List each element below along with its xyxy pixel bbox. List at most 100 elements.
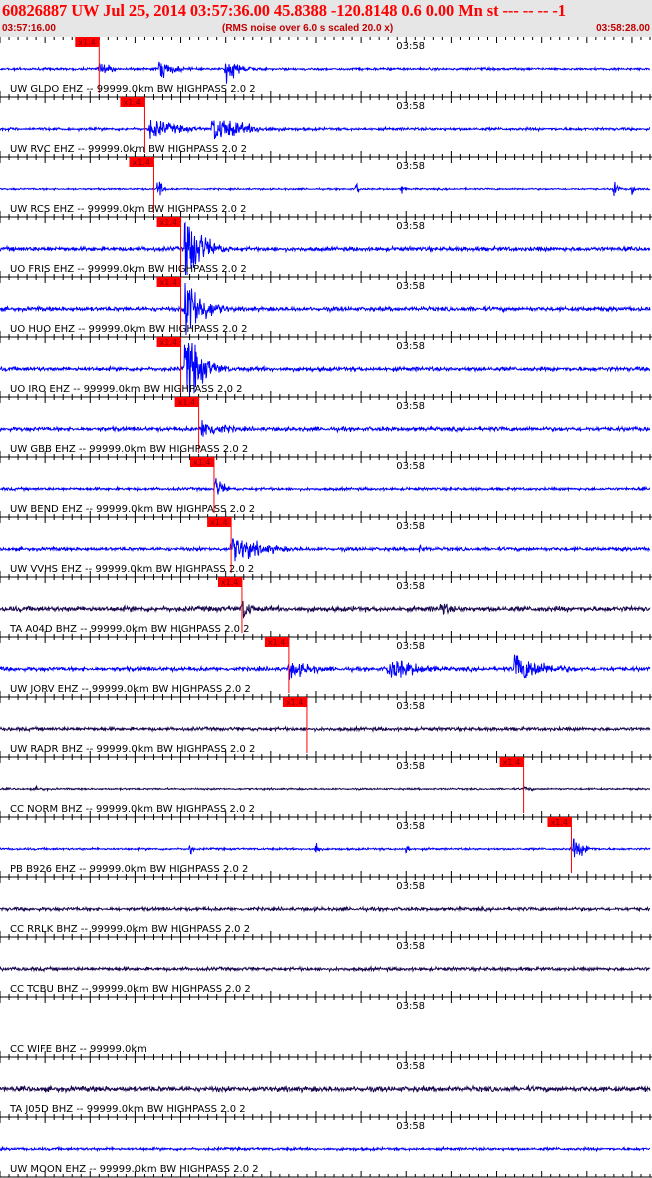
pick-label: x1.4 bbox=[193, 458, 210, 467]
pick-label: x1.4 bbox=[268, 638, 285, 647]
pick-label: x1.4 bbox=[160, 278, 177, 287]
time-tick-label: 03:58 bbox=[396, 221, 425, 232]
trace-panel: 03:58 x1.4 UW JORV EHZ -- 99999.0km BW HIG… bbox=[0, 637, 652, 698]
pick-flag bbox=[217, 577, 242, 587]
trace-panel: 03:58 x1.4 PB B926 EHZ -- 99999.0km BW HIG… bbox=[0, 817, 652, 878]
time-tick-label: 03:58 bbox=[396, 881, 425, 892]
pick-flag bbox=[264, 637, 289, 647]
waveform-trace bbox=[0, 724, 651, 733]
event-title: 60826887 UW Jul 25, 2014 03:57:36.00 45.… bbox=[2, 1, 566, 20]
time-tick-label: 03:58 bbox=[396, 701, 425, 712]
waveform-trace bbox=[0, 538, 651, 562]
pick-flag bbox=[75, 37, 100, 47]
waveform-trace bbox=[0, 1083, 651, 1094]
pick-label: x1.4 bbox=[503, 758, 520, 767]
pick-flag bbox=[129, 157, 154, 167]
station-label: UW RCS EHZ -- 99999.0km BW HIGHPASS 2.0 … bbox=[10, 204, 247, 215]
waveform-trace bbox=[0, 221, 651, 276]
waveform-trace bbox=[0, 784, 651, 793]
pick-flag bbox=[120, 97, 145, 107]
trace-panel: 03:58 x1.4 UW BEND EHZ -- 99999.0km BW HIG… bbox=[0, 457, 652, 518]
station-label: UW BEND EHZ -- 99999.0km BW HIGHPASS 2.0… bbox=[10, 504, 255, 515]
pick-flag bbox=[207, 517, 232, 527]
pick-label: x1.4 bbox=[210, 518, 227, 527]
station-label: UW JORV EHZ -- 99999.0km BW HIGHPASS 2.0… bbox=[10, 684, 251, 695]
time-tick-label: 03:58 bbox=[396, 821, 425, 832]
trace-panel: 03:58 x1.4 UO FRIS EHZ -- 99999.0km BW HIG… bbox=[0, 217, 652, 278]
waveform-trace bbox=[0, 61, 651, 84]
pick-flag bbox=[156, 277, 181, 287]
seismogram-plot: 03:58 x1.4 UW GLDO EHZ -- 99999.0km BW HIG… bbox=[0, 37, 652, 1178]
waveform-trace bbox=[0, 964, 651, 973]
trace-panel: 03:58 CC RRLK BHZ -- 99999.0km BW HIGHPAS… bbox=[0, 877, 652, 938]
trace-panel: 03:58 x1.4 UW GLDO EHZ -- 99999.0km BW HIG… bbox=[0, 37, 652, 98]
waveform-trace bbox=[0, 420, 651, 437]
time-tick-label: 03:58 bbox=[396, 1061, 425, 1072]
pick-label: x1.4 bbox=[160, 218, 177, 227]
trace-panel: 03:58 TA J05D BHZ -- 99999.0km BW HIGHPAS… bbox=[0, 1057, 652, 1118]
pick-flag bbox=[174, 397, 199, 407]
trace-panel: 03:58 x1.4 CC NORM BHZ -- 99999.0km BW HIG… bbox=[0, 757, 652, 818]
start-time-label: 03:57:16.00 bbox=[2, 23, 56, 34]
waveform-trace bbox=[0, 181, 651, 197]
waveform-trace bbox=[0, 838, 651, 858]
time-tick-label: 03:58 bbox=[396, 761, 425, 772]
station-label: UW GLDO EHZ -- 99999.0km BW HIGHPASS 2.0… bbox=[10, 84, 256, 95]
pick-label: x1.4 bbox=[132, 158, 149, 167]
trace-panel: 03:58 UW MOON EHZ -- 99999.0km BW HIGHPAS… bbox=[0, 1117, 652, 1178]
station-label: UO HUO EHZ -- 99999.0km BW HIGHPASS 2.0 … bbox=[10, 324, 247, 335]
pick-flag bbox=[189, 457, 214, 467]
station-label: CC WIFE BHZ -- 99999.0km bbox=[10, 1044, 147, 1055]
time-tick-label: 03:58 bbox=[396, 341, 425, 352]
time-tick-label: 03:58 bbox=[396, 461, 425, 472]
time-tick-label: 03:58 bbox=[396, 41, 425, 52]
station-label: UW RVC EHZ -- 99999.0km BW HIGHPASS 2.0 … bbox=[10, 144, 247, 155]
time-tick-label: 03:58 bbox=[396, 1001, 425, 1012]
trace-panel: 03:58 CC TCBU BHZ -- 99999.0km BW HIGHPAS… bbox=[0, 937, 652, 998]
trace-panel: 03:58 x1.4 UO HUO EHZ -- 99999.0km BW HIGH… bbox=[0, 277, 652, 338]
station-label: UW RADR BHZ -- 99999.0km BW HIGHPASS 2.0… bbox=[10, 744, 255, 755]
station-label: TA J05D BHZ -- 99999.0km BW HIGHPASS 2.0… bbox=[9, 1104, 246, 1115]
pick-label: x1.4 bbox=[78, 38, 95, 47]
waveform-trace bbox=[0, 342, 651, 396]
rms-note: (RMS noise over 6.0 s scaled 20.0 x) bbox=[222, 23, 394, 34]
trace-panel: 03:58 x1.4 UW RADR BHZ -- 99999.0km BW HIG… bbox=[0, 697, 652, 758]
waveform-trace bbox=[0, 654, 651, 680]
pick-flag bbox=[156, 217, 181, 227]
waveform-trace bbox=[0, 282, 651, 336]
station-label: TA A04D BHZ -- 99999.0km BW HIGHPASS 2.0… bbox=[9, 624, 250, 635]
pick-flag bbox=[156, 337, 181, 347]
time-tick-label: 03:58 bbox=[396, 641, 425, 652]
station-label: UO IRO EHZ -- 99999.0km BW HIGHPASS 2.0 … bbox=[10, 384, 243, 395]
station-label: CC TCBU BHZ -- 99999.0km BW HIGHPASS 2.0… bbox=[10, 984, 251, 995]
trace-panel: 03:58 x1.4 UW RVC EHZ -- 99999.0km BW HIGH… bbox=[0, 97, 652, 158]
pick-label: x1.4 bbox=[286, 698, 303, 707]
pick-flag bbox=[282, 697, 307, 707]
trace-panel: 03:58 CC WIFE BHZ -- 99999.0km bbox=[0, 997, 652, 1058]
waveform-trace bbox=[0, 478, 651, 495]
pick-flag bbox=[547, 817, 572, 827]
time-tick-label: 03:58 bbox=[396, 101, 425, 112]
plot-header: 60826887 UW Jul 25, 2014 03:57:36.00 45.… bbox=[0, 0, 652, 37]
pick-label: x1.4 bbox=[123, 98, 140, 107]
trace-panel: 03:58 x1.4 TA A04D BHZ -- 99999.0km BW HIG… bbox=[0, 577, 652, 638]
waveform-trace bbox=[0, 905, 651, 913]
time-tick-label: 03:58 bbox=[396, 161, 425, 172]
time-tick-label: 03:58 bbox=[396, 281, 425, 292]
time-tick-label: 03:58 bbox=[396, 581, 425, 592]
pick-flag bbox=[499, 757, 524, 767]
time-tick-label: 03:58 bbox=[396, 521, 425, 532]
waveform-trace bbox=[0, 119, 651, 140]
end-time-label: 03:58:28.00 bbox=[596, 23, 650, 34]
station-label: UW MOON EHZ -- 99999.0km BW HIGHPASS 2.0… bbox=[10, 1164, 259, 1175]
time-tick-label: 03:58 bbox=[396, 401, 425, 412]
station-label: CC NORM BHZ -- 99999.0km BW HIGHPASS 2.0… bbox=[10, 804, 255, 815]
waveform-trace bbox=[0, 600, 651, 619]
station-label: UW VVHS EHZ -- 99999.0km BW HIGHPASS 2.0… bbox=[10, 564, 254, 575]
trace-panel: 03:58 x1.4 UO IRO EHZ -- 99999.0km BW HIGH… bbox=[0, 337, 652, 398]
pick-label: x1.4 bbox=[221, 578, 238, 587]
pick-label: x1.4 bbox=[178, 398, 195, 407]
pick-label: x1.4 bbox=[160, 338, 177, 347]
station-label: UW GBB EHZ -- 99999.0km BW HIGHPASS 2.0 … bbox=[10, 444, 248, 455]
station-label: PB B926 EHZ -- 99999.0km BW HIGHPASS 2.0… bbox=[10, 864, 248, 875]
